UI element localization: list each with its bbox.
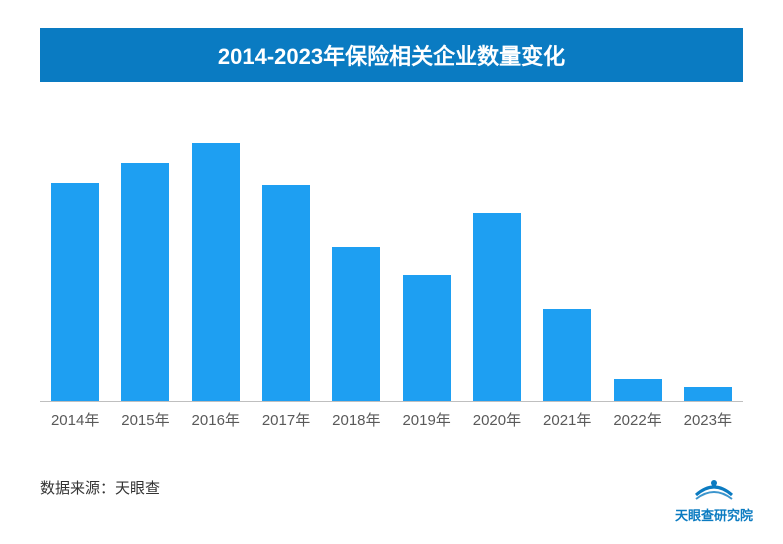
source-value: 天眼查	[115, 480, 160, 497]
x-axis-label: 2018年	[321, 409, 391, 430]
bar	[51, 183, 99, 401]
data-source: 数据来源：天眼查	[40, 477, 160, 498]
bar	[332, 247, 380, 401]
bar	[614, 379, 662, 401]
bar	[121, 163, 169, 401]
bar	[262, 185, 310, 401]
x-axis-label: 2022年	[602, 409, 672, 430]
x-axis-labels: 2014年2015年2016年2017年2018年2019年2020年2021年…	[40, 406, 743, 432]
x-axis-label: 2017年	[251, 409, 321, 430]
x-axis-label: 2019年	[391, 409, 461, 430]
x-axis-label: 2023年	[673, 409, 743, 430]
bar	[684, 387, 732, 401]
chart-area: 2014年2015年2016年2017年2018年2019年2020年2021年…	[40, 122, 743, 432]
bar	[473, 213, 521, 401]
chart-container: 2014-2023年保险相关企业数量变化 2014年2015年2016年2017…	[0, 0, 783, 544]
watermark: 天眼查研究院	[675, 473, 753, 524]
x-axis-label: 2014年	[40, 409, 110, 430]
bar	[192, 143, 240, 401]
x-axis-label: 2021年	[532, 409, 602, 430]
source-label: 数据来源：	[40, 480, 115, 497]
x-axis-label: 2020年	[462, 409, 532, 430]
bar	[543, 309, 591, 401]
chart-title: 2014-2023年保险相关企业数量变化	[218, 39, 565, 71]
watermark-text: 天眼查研究院	[675, 505, 753, 524]
chart-title-bar: 2014-2023年保险相关企业数量变化	[40, 28, 743, 82]
x-axis-label: 2015年	[110, 409, 180, 430]
bar	[403, 275, 451, 401]
bars-group	[40, 122, 743, 402]
x-axis-label: 2016年	[181, 409, 251, 430]
watermark-logo-icon	[690, 473, 738, 503]
